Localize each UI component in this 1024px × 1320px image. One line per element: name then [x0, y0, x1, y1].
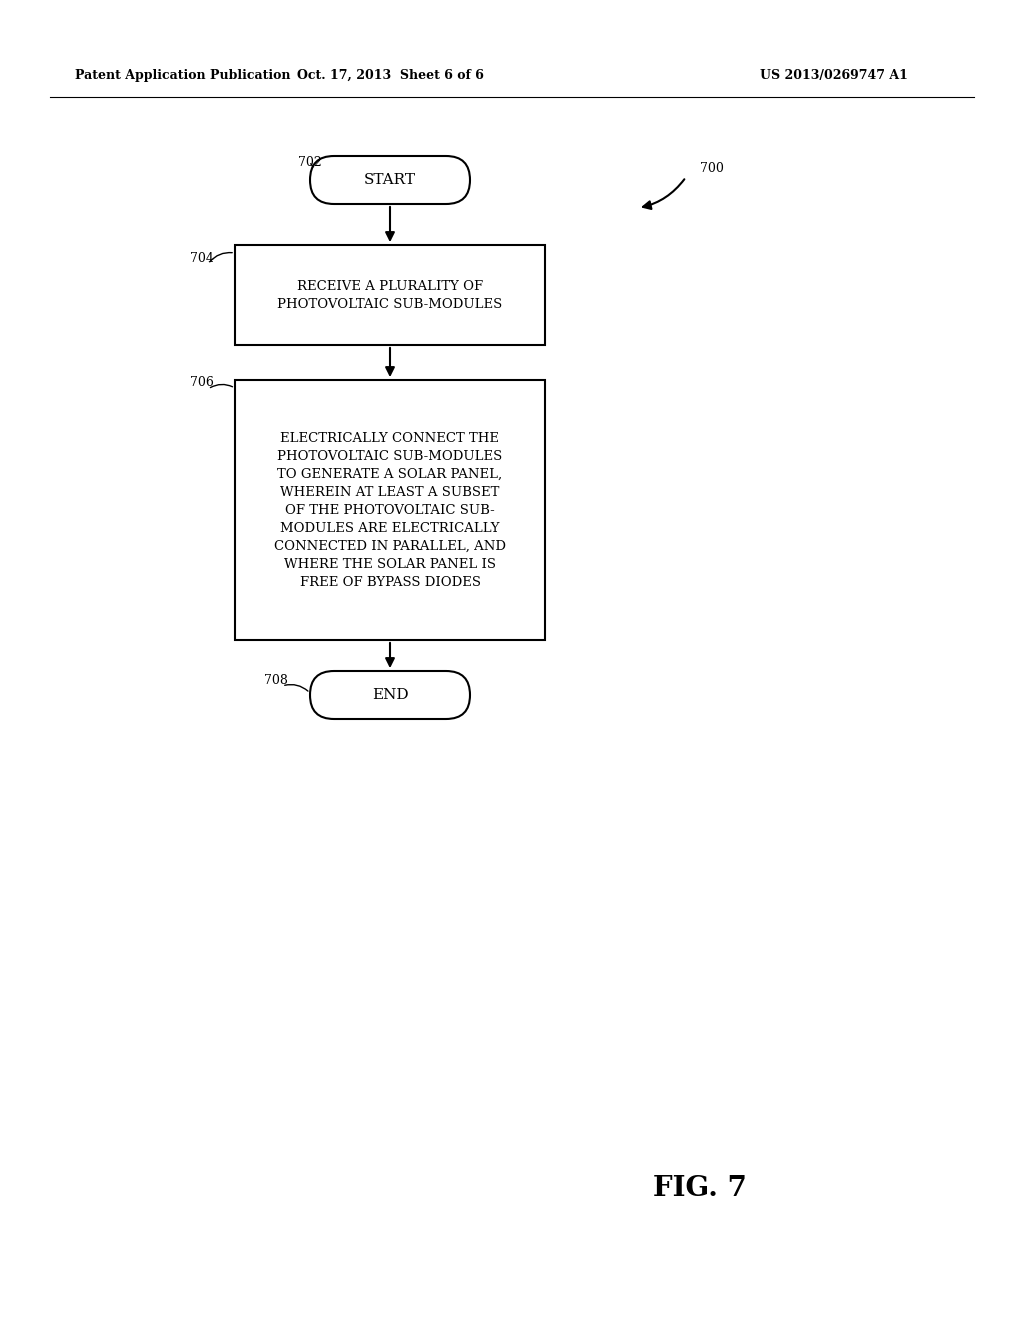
Text: ELECTRICALLY CONNECT THE
PHOTOVOLTAIC SUB-MODULES
TO GENERATE A SOLAR PANEL,
WHE: ELECTRICALLY CONNECT THE PHOTOVOLTAIC SU… [274, 432, 506, 589]
Text: 706: 706 [190, 376, 214, 389]
Text: Patent Application Publication: Patent Application Publication [75, 69, 291, 82]
Text: 704: 704 [190, 252, 214, 264]
Text: Oct. 17, 2013  Sheet 6 of 6: Oct. 17, 2013 Sheet 6 of 6 [297, 69, 483, 82]
FancyArrowPatch shape [311, 164, 313, 166]
FancyArrowPatch shape [210, 384, 232, 388]
FancyArrowPatch shape [210, 252, 232, 261]
Text: START: START [364, 173, 416, 187]
FancyArrowPatch shape [643, 180, 684, 209]
Bar [234, 380, 545, 640]
Text: END: END [372, 688, 409, 702]
Text: 702: 702 [298, 156, 322, 169]
Bar [234, 246, 545, 345]
Text: US 2013/0269747 A1: US 2013/0269747 A1 [760, 69, 908, 82]
Text: 700: 700 [700, 161, 724, 174]
Text: FIG. 7: FIG. 7 [653, 1175, 746, 1201]
FancyBboxPatch shape [310, 671, 470, 719]
FancyArrowPatch shape [285, 685, 308, 692]
Text: RECEIVE A PLURALITY OF
PHOTOVOLTAIC SUB-MODULES: RECEIVE A PLURALITY OF PHOTOVOLTAIC SUB-… [278, 280, 503, 310]
FancyBboxPatch shape [310, 156, 470, 205]
Text: 708: 708 [264, 673, 288, 686]
